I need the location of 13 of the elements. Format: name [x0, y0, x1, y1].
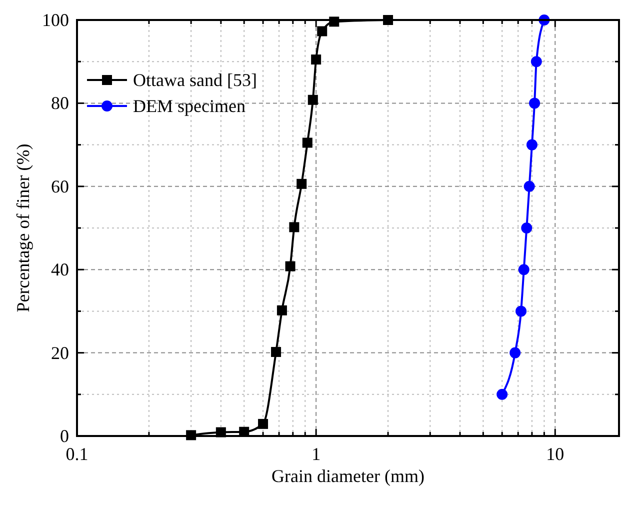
legend-label: DEM specimen — [133, 96, 246, 116]
y-tick-label: 80 — [51, 93, 69, 114]
x-tick-label: 0.1 — [66, 444, 88, 464]
y-tick-label: 20 — [51, 342, 69, 363]
y-tick-label: 100 — [42, 10, 69, 30]
y-tick-label: 40 — [51, 260, 69, 280]
x-tick-label: 1 — [312, 444, 321, 464]
y-tick-label: 0 — [60, 426, 69, 446]
legend-label: Ottawa sand [53] — [133, 70, 257, 90]
y-axis-title: Percentage of finer (%) — [13, 144, 33, 312]
x-axis-title: Grain diameter (mm) — [272, 466, 424, 486]
y-tick-label: 60 — [51, 176, 69, 196]
x-tick-label: 10 — [546, 444, 564, 464]
